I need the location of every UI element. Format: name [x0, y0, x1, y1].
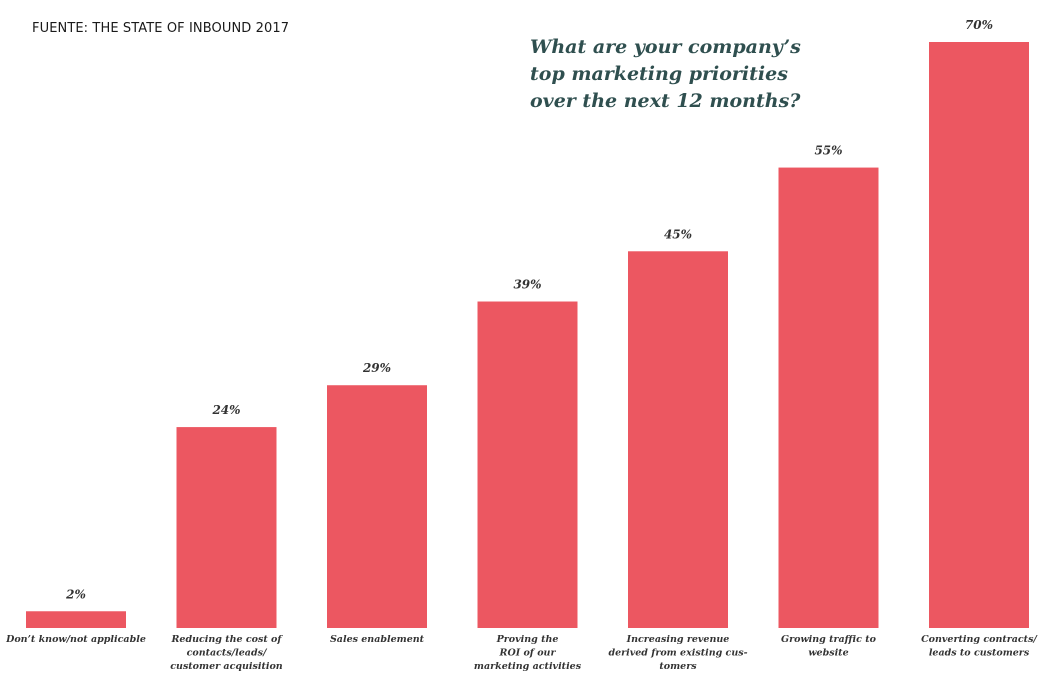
- source-note: FUENTE: THE STATE OF INBOUND 2017: [32, 21, 290, 36]
- category-label-1: Don’t know/not applicable: [5, 634, 146, 645]
- chart-title-line-2: top marketing priorities: [530, 63, 788, 85]
- category-label-5: Increasing revenue derived from existing …: [608, 634, 747, 672]
- chart-title-line-1: What are your company’s: [530, 36, 801, 58]
- bar-1: [26, 611, 126, 628]
- bar-5: [628, 251, 728, 629]
- category-label-2: Reducing the cost of contacts/leads/custo…: [170, 634, 283, 672]
- value-label-5: 45%: [664, 227, 692, 241]
- category-label-6: Growing traffic to website: [781, 634, 877, 659]
- chart-title: What are your company’s top marketing pr…: [530, 34, 860, 115]
- value-label-3: 29%: [362, 361, 391, 375]
- bar-6: [778, 167, 879, 629]
- bar-7: [929, 42, 1029, 628]
- bar-2: [176, 427, 277, 628]
- value-label-1: 2%: [65, 587, 86, 601]
- value-label-4: 39%: [513, 278, 541, 292]
- category-label-7: Converting contracts/leads to customers: [921, 634, 1038, 659]
- bar-3: [327, 385, 427, 628]
- value-label-7: 70%: [965, 18, 993, 32]
- category-label-4: Proving the ROI of our marketing activitie…: [474, 634, 582, 672]
- category-label-3: Sales enablement: [330, 634, 425, 645]
- value-label-2: 24%: [211, 403, 240, 417]
- chart-title-line-3: over the next 12 months?: [530, 90, 801, 112]
- value-label-6: 55%: [814, 144, 842, 158]
- bar-4: [477, 301, 578, 628]
